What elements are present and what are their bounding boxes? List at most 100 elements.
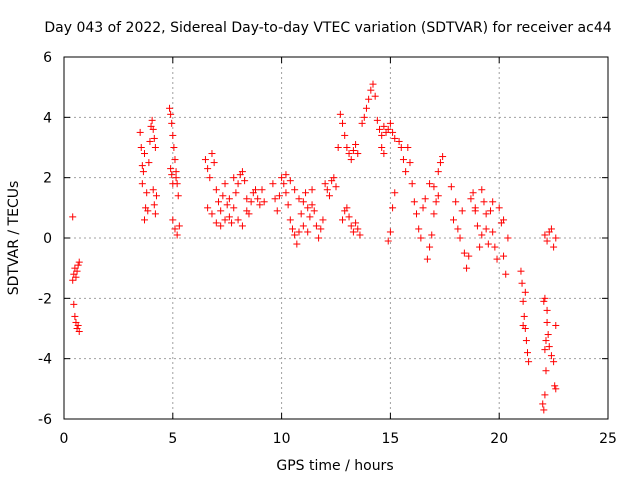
data-point [75,328,83,336]
data-point [144,207,152,215]
data-point [302,189,310,197]
data-point [343,204,351,212]
data-point [408,180,416,188]
data-point [171,156,179,164]
data-point [288,225,296,233]
x-tick-label: 0 [60,431,69,447]
data-point [519,297,527,305]
data-point [254,195,262,203]
data-point [339,216,347,224]
data-points [69,80,560,414]
data-point [552,385,560,393]
data-point [284,201,292,209]
data-point [402,168,410,176]
data-point [525,358,533,366]
data-point [299,198,307,206]
data-point [225,213,233,221]
data-point [208,210,216,218]
data-point [168,119,176,127]
data-point [543,318,551,326]
data-point [167,110,175,118]
data-point [304,228,312,236]
data-point [384,125,392,133]
data-point [299,222,307,230]
data-point [369,80,377,88]
data-point [522,337,530,345]
data-point [421,195,429,203]
data-point [71,312,79,320]
data-point [500,252,508,260]
data-point [219,192,227,200]
data-point [349,228,357,236]
data-point [69,276,77,284]
data-point [136,128,144,136]
data-point [145,159,153,167]
data-point [347,156,355,164]
data-point [225,195,233,203]
data-point [504,234,512,242]
data-point [238,222,246,230]
data-point [352,219,360,227]
data-point [169,131,177,139]
data-point [275,192,283,200]
data-point [336,110,344,118]
data-point [146,137,154,145]
data-point [541,231,549,239]
data-point [518,279,526,287]
data-point [221,216,229,224]
data-point [354,225,362,233]
data-point [228,219,236,227]
data-point [204,204,212,212]
data-point [168,171,176,179]
data-point [317,225,325,233]
data-point [172,174,180,182]
data-point [251,186,259,194]
data-point [204,165,212,173]
data-point [539,400,547,408]
data-point [493,255,501,263]
data-point [339,119,347,127]
data-point [137,144,145,151]
data-point [143,189,151,197]
data-point [258,186,266,194]
data-point [174,192,182,200]
data-point [362,104,370,112]
data-point [371,92,379,100]
data-point [330,174,338,182]
data-point [343,144,351,151]
data-point [256,201,264,209]
data-point [243,207,251,215]
data-point [471,204,479,212]
data-point [550,243,558,251]
data-point [430,210,438,218]
data-point [234,216,242,224]
data-point [489,198,497,206]
data-point [150,201,158,209]
data-point [432,198,440,206]
data-point [552,234,560,242]
data-point [325,192,333,200]
data-point [454,225,462,233]
y-tick-label: -6 [38,412,52,428]
data-point [230,174,238,182]
data-point [410,198,418,206]
data-point [286,216,294,224]
data-point [345,213,353,221]
data-point [243,195,251,203]
data-point [166,104,174,112]
data-point [138,162,146,170]
data-point [149,125,157,133]
axis-ticks: 0 5 10 15 20 25 -6 -4 -2 0 2 4 6 [38,50,617,447]
data-point [312,222,320,230]
data-point [399,156,407,164]
data-point [341,131,349,139]
chart-title: Day 043 of 2022, Sidereal Day-to-day VTE… [44,20,611,36]
data-point [334,144,342,151]
data-point [373,116,381,124]
data-point [232,189,240,197]
data-point [150,134,158,142]
data-point [332,183,340,191]
data-point [352,140,360,148]
data-point [169,180,177,188]
data-point [152,192,160,200]
